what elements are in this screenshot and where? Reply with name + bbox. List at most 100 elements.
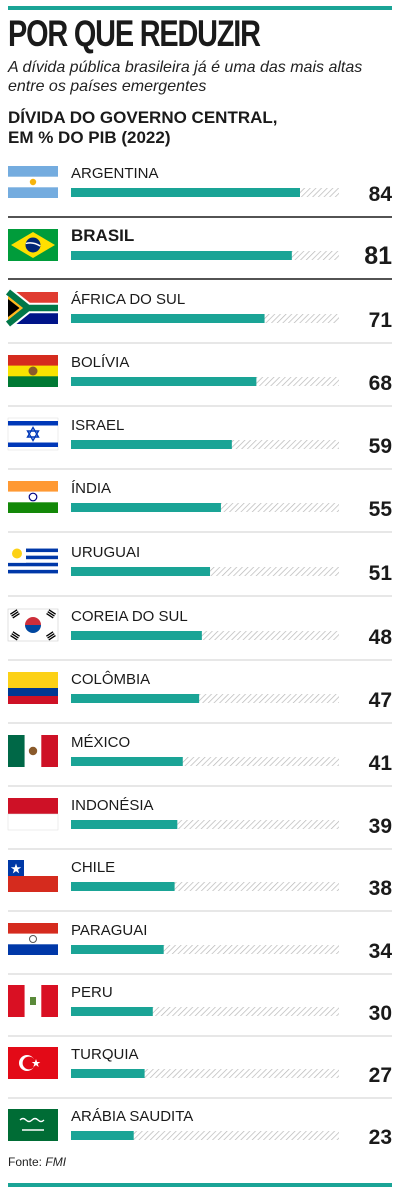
bottom-rule	[8, 1183, 392, 1187]
bar-track	[71, 1007, 339, 1016]
value-label: 39	[369, 815, 392, 838]
bar	[71, 820, 178, 829]
bar-row: COREIA DO SUL 48	[7, 608, 393, 661]
brazil-flag-icon	[8, 229, 58, 261]
bar-track	[71, 1131, 339, 1140]
bolivia-flag-icon	[8, 355, 58, 387]
value-label: 48	[369, 626, 393, 649]
bar	[71, 1007, 153, 1016]
bar	[71, 757, 183, 766]
bar-track	[71, 882, 339, 891]
saudi-arabia-flag-icon	[8, 1109, 58, 1141]
bar	[71, 567, 211, 576]
value-label: 84	[369, 183, 393, 206]
mexico-flag-icon	[8, 735, 58, 767]
indonesia-flag-icon	[7, 798, 59, 831]
bar-track	[71, 694, 339, 703]
category-label: COLÔMBIA	[71, 671, 150, 688]
bar	[71, 188, 300, 197]
colombia-flag-icon	[8, 672, 58, 704]
value-label: 71	[369, 309, 393, 332]
bar-row: BOLÍVIA 68	[8, 354, 393, 407]
chile-flag-icon	[8, 860, 58, 892]
india-flag-icon	[8, 481, 58, 513]
bar	[71, 503, 221, 512]
chart-heading: DÍVIDA DO GOVERNO CENTRAL, EM % DO PIB (…	[8, 108, 278, 148]
argentina-flag-icon	[8, 166, 58, 198]
turkey-flag-icon	[8, 1047, 58, 1079]
value-label: 34	[369, 940, 393, 963]
bar-row: PARAGUAI 34	[8, 922, 393, 975]
bar-track	[71, 1069, 339, 1078]
subtitle: A dívida pública brasileira já é uma das…	[8, 59, 363, 95]
category-label: INDONÉSIA	[71, 797, 154, 814]
bar-track	[71, 757, 339, 766]
category-label: ARÁBIA SAUDITA	[71, 1108, 193, 1125]
category-label: BRASIL	[71, 226, 134, 245]
bar-row: URUGUAI 51	[8, 544, 393, 597]
category-label: ARGENTINA	[71, 165, 159, 182]
bar-row: ARÁBIA SAUDITA 23	[8, 1108, 392, 1149]
bar	[71, 1131, 134, 1140]
category-label: PARAGUAI	[71, 922, 147, 939]
source-note: Fonte: FMI	[8, 1155, 66, 1169]
value-label: 30	[369, 1002, 392, 1025]
value-label: 27	[369, 1064, 392, 1087]
bar-track	[71, 945, 339, 954]
south-korea-flag-icon	[7, 608, 59, 642]
chart-heading-line-2: EM % DO PIB (2022)	[8, 128, 171, 147]
israel-flag-icon	[7, 417, 59, 451]
bar	[71, 694, 200, 703]
value-label: 55	[369, 498, 393, 521]
source-name: FMI	[45, 1155, 67, 1169]
chart-heading-line-1: DÍVIDA DO GOVERNO CENTRAL,	[8, 108, 278, 127]
category-label: ÁFRICA DO SUL	[71, 291, 185, 308]
category-label: COREIA DO SUL	[71, 608, 188, 625]
bar	[71, 1069, 145, 1078]
source-label: Fonte:	[8, 1155, 43, 1169]
value-label: 51	[369, 562, 393, 585]
bar-row: INDONÉSIA 39	[7, 797, 392, 850]
category-label: PERU	[71, 984, 113, 1001]
bar-row: ISRAEL 59	[7, 417, 392, 470]
category-label: BOLÍVIA	[71, 354, 129, 371]
bar-row: ÍNDIA 55	[8, 480, 393, 533]
value-label: 38	[369, 877, 393, 900]
bar	[71, 314, 265, 323]
value-label: 41	[369, 752, 393, 775]
bar-track	[71, 820, 339, 829]
bar-row: ARGENTINA 84	[8, 165, 392, 206]
bar-track	[71, 631, 339, 640]
bar-row: BRASIL 81	[8, 216, 392, 280]
category-label: CHILE	[71, 859, 115, 876]
category-label: MÉXICO	[71, 734, 130, 751]
south-africa-flag-icon	[4, 287, 58, 329]
bar	[71, 377, 257, 386]
value-label: 23	[369, 1126, 392, 1149]
category-label: ISRAEL	[71, 417, 124, 434]
category-label: ÍNDIA	[71, 480, 111, 497]
category-label: TURQUIA	[71, 1046, 139, 1063]
bar-row: MÉXICO 41	[8, 734, 393, 787]
page-title: POR QUE REDUZIR	[8, 13, 261, 54]
value-label: 47	[369, 689, 392, 712]
paraguay-flag-icon	[8, 923, 58, 955]
bar-row: ÁFRICA DO SUL 71	[4, 287, 393, 344]
bar	[71, 945, 164, 954]
value-label: 59	[369, 435, 392, 458]
bar	[71, 882, 175, 891]
bar	[71, 440, 232, 449]
top-rule	[8, 6, 392, 10]
uruguay-flag-icon	[8, 545, 58, 577]
bar-row: TURQUIA 27	[8, 1046, 392, 1099]
bar-row: CHILE 38	[8, 859, 393, 912]
bar	[71, 251, 292, 260]
value-label: 68	[369, 372, 393, 395]
bar	[71, 631, 202, 640]
bar-row: PERU 30	[8, 984, 392, 1037]
bar-row: COLÔMBIA 47	[8, 671, 392, 724]
category-label: URUGUAI	[71, 544, 140, 561]
peru-flag-icon	[8, 985, 58, 1017]
value-label: 81	[364, 242, 392, 270]
